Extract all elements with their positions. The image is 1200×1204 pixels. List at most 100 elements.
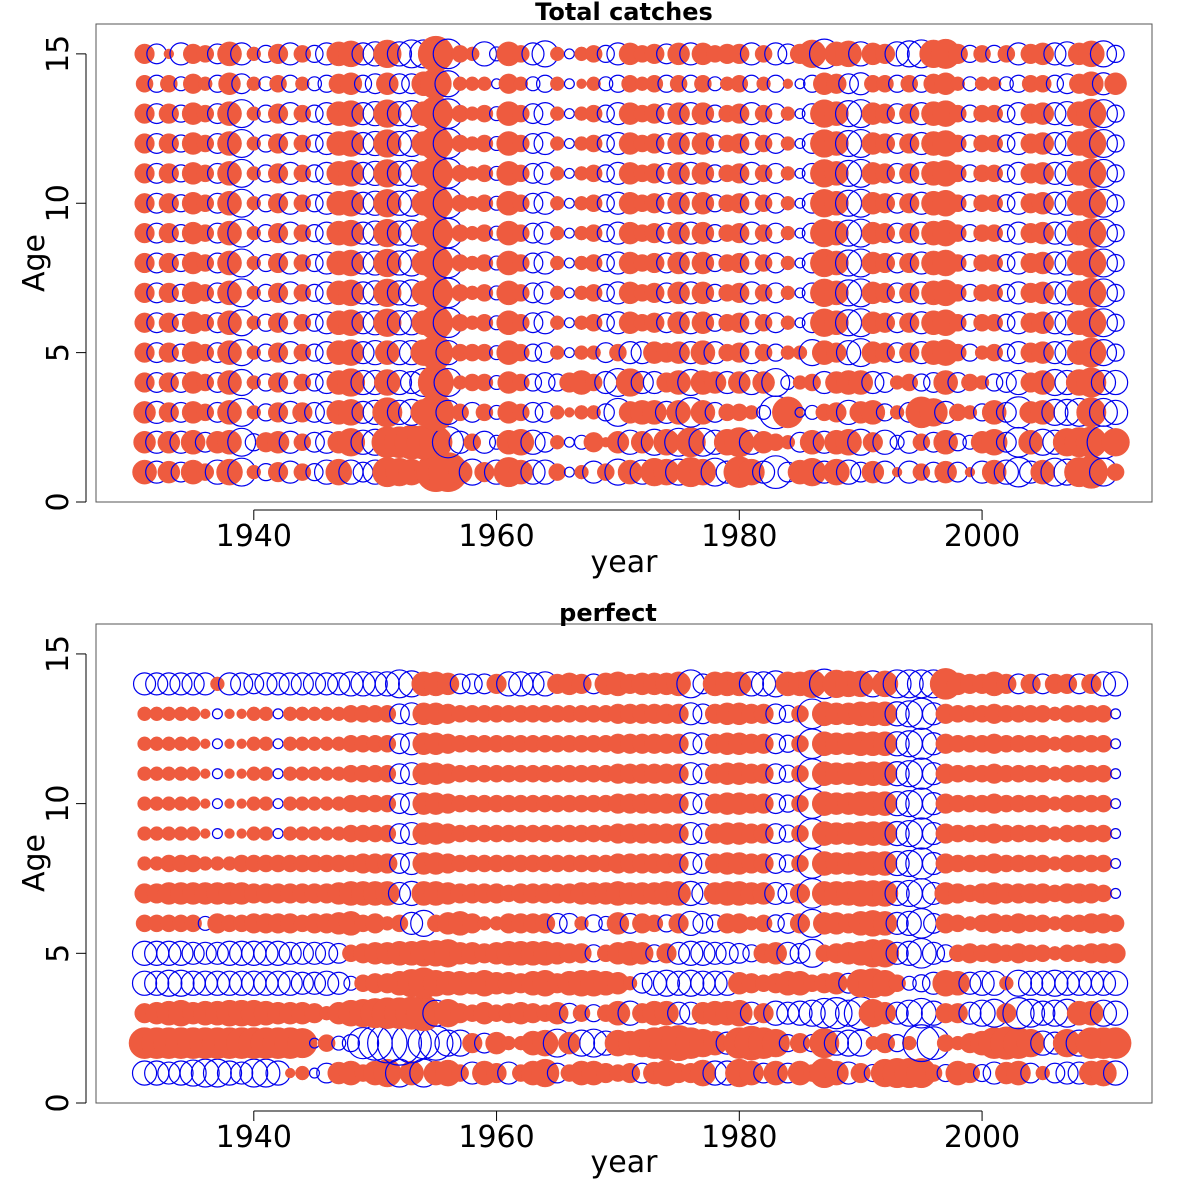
bubble-positive — [919, 398, 948, 427]
bubble-positive — [196, 224, 215, 242]
bubble-positive — [912, 433, 931, 452]
bubble-negative — [715, 941, 739, 965]
bubble-positive — [981, 400, 1007, 425]
bubble-positive — [874, 103, 896, 124]
bubble-negative — [522, 222, 544, 244]
bubble-negative — [353, 74, 373, 93]
bubble-positive — [218, 72, 241, 95]
bubble-negative — [1110, 708, 1122, 720]
bubble-negative — [449, 673, 471, 695]
bubble-negative — [1055, 1061, 1079, 1085]
bubble-positive — [378, 794, 397, 813]
bubble-negative — [1102, 1000, 1129, 1026]
bubble-negative — [794, 287, 806, 299]
bubble-positive — [337, 189, 365, 217]
plot-frame — [95, 623, 1153, 1104]
bubble-positive — [287, 1028, 318, 1059]
bubble-positive — [134, 282, 155, 303]
bubble-positive — [246, 196, 262, 211]
bubble-positive — [295, 736, 310, 751]
bubble-positive — [974, 76, 990, 91]
bubble-negative — [521, 672, 545, 696]
bubble-positive — [258, 826, 274, 841]
bubble-positive — [668, 823, 689, 844]
bubble-negative — [305, 194, 324, 213]
bubble-positive — [512, 164, 530, 183]
bubble-positive — [752, 371, 775, 394]
bubble-positive — [337, 249, 365, 277]
bubble-positive — [149, 736, 164, 751]
bubble-negative — [386, 369, 413, 396]
bubble-positive — [295, 826, 310, 841]
bubble-negative — [596, 194, 615, 213]
bubble-positive — [246, 315, 262, 330]
bubble-negative — [834, 189, 863, 217]
bubble-positive — [246, 136, 262, 151]
bubble-positive — [780, 285, 796, 301]
bubble-negative — [596, 283, 615, 302]
bubble-negative — [1102, 399, 1129, 426]
bubble-negative — [520, 459, 546, 485]
bubble-negative — [1106, 313, 1125, 332]
bubble-negative — [1088, 99, 1118, 129]
bubble-positive — [874, 133, 896, 154]
bubble-positive — [933, 429, 958, 455]
bubble-negative — [835, 339, 862, 366]
bubble-negative — [1106, 44, 1125, 63]
bubble-positive — [780, 106, 796, 121]
bubble-negative — [1043, 131, 1067, 156]
bubble-positive — [653, 428, 680, 456]
bubble-positive — [799, 429, 825, 455]
bubble-positive — [1105, 943, 1126, 964]
y-tick-label: 15 — [41, 635, 76, 673]
x-tick-label: 1980 — [701, 519, 777, 554]
bubble-negative — [667, 1001, 691, 1025]
bubble-negative — [1088, 158, 1118, 188]
bubble-positive — [163, 48, 174, 60]
bubble-negative — [1041, 398, 1069, 426]
bubble-negative — [912, 373, 931, 392]
bubble-positive — [1099, 1027, 1132, 1059]
bubble-negative — [678, 910, 704, 937]
bubble-positive — [550, 435, 565, 450]
bubble-positive — [185, 826, 201, 841]
x-axis: 1940 1960 1980 2000 — [216, 1110, 1020, 1155]
bubble-positive — [282, 826, 298, 841]
bubble-negative — [997, 164, 1016, 183]
bubble-positive — [196, 134, 215, 153]
bubble-positive — [378, 824, 397, 843]
bubble-positive — [550, 106, 565, 121]
y-tick-label: 5 — [41, 944, 76, 963]
bubble-positive — [729, 252, 750, 274]
bubble-negative — [1053, 398, 1081, 426]
y-tick-label: 10 — [41, 785, 76, 823]
bubble-negative — [872, 429, 898, 455]
bubble-positive — [1031, 281, 1055, 305]
bubble-positive — [945, 970, 971, 996]
bubble-positive — [246, 76, 262, 91]
x-tick-label: 1960 — [458, 1120, 534, 1155]
bubble-negative — [1106, 253, 1125, 273]
bubble-positive — [337, 160, 365, 187]
bubble-positive — [738, 458, 765, 486]
bubble-negative — [896, 940, 922, 966]
bubble-negative — [272, 798, 284, 810]
bubble-positive — [1031, 42, 1055, 66]
bubble-positive — [848, 370, 873, 395]
bubble-positive — [267, 223, 289, 244]
bubble-negative — [1045, 74, 1065, 93]
bubble-negative — [546, 912, 568, 934]
bubble-positive — [899, 342, 920, 363]
bubble-positive — [873, 1001, 897, 1025]
bubble-negative — [563, 287, 575, 299]
bubble-positive — [761, 1028, 790, 1058]
bubble-negative — [305, 44, 324, 63]
bubble-positive — [675, 427, 706, 458]
bubble-positive — [550, 225, 565, 241]
bubble-positive — [1106, 914, 1125, 933]
bubble-negative — [239, 1058, 269, 1088]
bubble-positive — [986, 76, 1002, 91]
bubble-positive — [224, 768, 235, 779]
bubble-positive — [754, 254, 773, 272]
bubble-positive — [512, 224, 530, 242]
